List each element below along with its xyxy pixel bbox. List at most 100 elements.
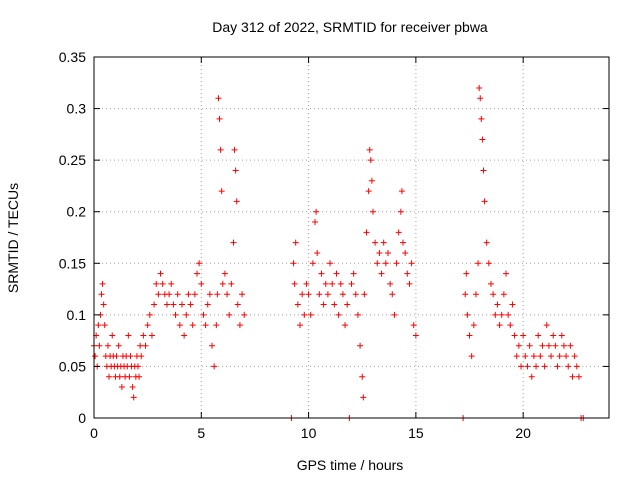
data-point (292, 239, 299, 246)
data-point (218, 188, 225, 195)
data-point (118, 384, 125, 391)
data-point (367, 157, 374, 164)
data-point (511, 332, 518, 339)
data-point (372, 239, 379, 246)
data-point (322, 280, 329, 287)
data-point (206, 291, 213, 298)
data-point (226, 311, 233, 318)
data-point (99, 280, 106, 287)
data-point (492, 311, 499, 318)
data-point (138, 353, 145, 360)
data-point (176, 322, 183, 329)
data-point (352, 291, 359, 298)
data-point (113, 353, 120, 360)
data-point (494, 301, 501, 308)
data-point (350, 270, 357, 277)
data-point (393, 260, 400, 267)
data-point (374, 260, 381, 267)
data-point (368, 177, 375, 184)
data-point (144, 322, 151, 329)
data-point (318, 270, 325, 277)
data-point (92, 353, 99, 360)
data-point (299, 291, 306, 298)
data-point (146, 311, 153, 318)
data-point (290, 260, 297, 267)
data-point (475, 260, 482, 267)
data-point (387, 280, 394, 287)
data-point (397, 208, 404, 215)
data-point (314, 249, 321, 256)
data-point (571, 353, 578, 360)
data-point (106, 373, 113, 380)
data-point (187, 301, 194, 308)
data-point (477, 95, 484, 102)
data-point (369, 208, 376, 215)
data-point (554, 363, 561, 370)
data-point (312, 219, 319, 226)
data-point (485, 260, 492, 267)
y-tick-label: 0.25 (59, 152, 86, 168)
data-point (183, 311, 190, 318)
data-point (503, 270, 509, 277)
data-point (500, 291, 507, 298)
data-point (360, 394, 367, 401)
data-point (166, 291, 173, 298)
grid-lines (93, 56, 609, 419)
data-point (548, 353, 555, 360)
data-point (524, 363, 531, 370)
data-point (481, 198, 488, 205)
data-point (528, 373, 535, 380)
data-point (217, 146, 224, 153)
data-point (172, 311, 179, 318)
axis-ticks: 0 5 10 15 20 0 0.05 0.1 0.15 0.2 0.25 0.3 0.35 (59, 49, 609, 441)
data-point (313, 208, 320, 215)
data-point (185, 291, 192, 298)
data-point (168, 280, 175, 287)
data-point (191, 291, 198, 298)
data-point (129, 384, 136, 391)
data-point (98, 291, 105, 298)
x-tick-label: 20 (515, 425, 531, 441)
data-point (483, 239, 490, 246)
data-point (294, 301, 301, 308)
data-point (468, 353, 475, 360)
data-point (96, 342, 103, 349)
data-point (142, 342, 149, 349)
data-point (513, 353, 520, 360)
data-point (307, 311, 314, 318)
data-point (309, 260, 316, 267)
data-point (200, 311, 207, 318)
data-point (476, 84, 483, 91)
data-point (174, 291, 181, 298)
data-point (382, 260, 389, 267)
data-point (391, 311, 398, 318)
data-point (560, 342, 567, 349)
data-point (558, 332, 565, 339)
data-point (137, 342, 144, 349)
data-point (100, 301, 107, 308)
data-point (115, 342, 122, 349)
data-point (569, 373, 576, 380)
data-point (320, 301, 327, 308)
y-tick-label: 0.2 (67, 204, 87, 220)
data-point (104, 342, 111, 349)
y-tick-label: 0 (78, 410, 86, 426)
data-point (228, 280, 235, 287)
data-point (130, 394, 137, 401)
data-point (412, 332, 419, 339)
x-axis-label: GPS time / hours (297, 457, 404, 473)
data-point (563, 353, 570, 360)
data-point (216, 115, 223, 122)
data-point (335, 311, 342, 318)
data-point (204, 301, 211, 308)
data-point (316, 291, 323, 298)
data-point (478, 115, 485, 122)
data-point (535, 332, 542, 339)
data-point (402, 249, 409, 256)
data-point (526, 342, 533, 349)
data-point (565, 363, 572, 370)
data-point (518, 363, 525, 370)
data-point (556, 353, 563, 360)
x-tick-label: 15 (408, 425, 424, 441)
